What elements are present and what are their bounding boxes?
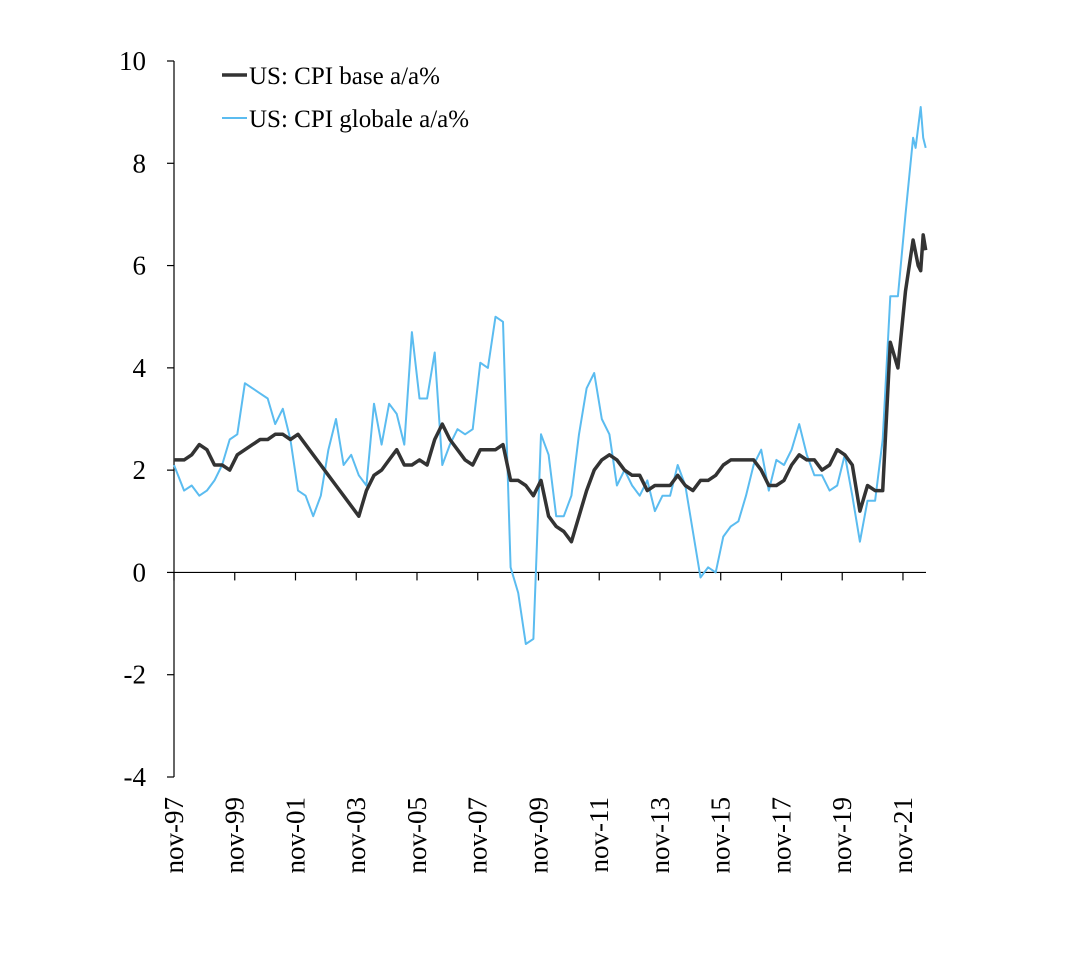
x-tick-label: nov-21 (888, 797, 918, 874)
y-tick-label: 10 (119, 46, 146, 76)
x-tick-label: nov-15 (706, 797, 736, 874)
y-tick-label: -4 (124, 762, 147, 792)
series-line-core-cpi (174, 233, 928, 544)
y-tick-label: -2 (124, 660, 147, 690)
x-axis-ticks: nov-97 nov-99 nov-01 nov-03 nov-05 nov-07 nov-… (159, 572, 918, 874)
y-tick-label: 0 (133, 557, 147, 587)
y-tick-label: 4 (133, 353, 147, 383)
y-tick-label: 2 (133, 455, 147, 485)
x-tick-label: nov-99 (220, 797, 250, 874)
legend-label-headline: US: CPI globale a/a% (249, 106, 469, 133)
x-tick-label: nov-97 (159, 797, 189, 874)
legend-label-core: US: CPI base a/a% (249, 63, 440, 90)
x-tick-label: nov-05 (402, 797, 432, 874)
x-tick-label: nov-17 (766, 797, 796, 874)
x-tick-label: nov-03 (341, 797, 371, 874)
series-lines (173, 106, 928, 645)
x-tick-label: nov-01 (280, 797, 310, 874)
legend: US: CPI base a/a% US: CPI globale a/a% (222, 63, 469, 133)
x-tick-label: nov-13 (645, 797, 675, 874)
x-tick-label: nov-07 (463, 797, 493, 874)
y-axis-ticks: 10 8 6 4 2 0 -2 -4 (119, 46, 174, 792)
series-line-headline-cpi (173, 106, 927, 645)
y-tick-label: 6 (133, 251, 147, 281)
x-tick-label: nov-19 (827, 797, 857, 874)
y-tick-label: 8 (133, 148, 147, 178)
x-tick-label: nov-11 (584, 797, 614, 873)
x-tick-label: nov-09 (523, 797, 553, 874)
axes (173, 61, 926, 777)
